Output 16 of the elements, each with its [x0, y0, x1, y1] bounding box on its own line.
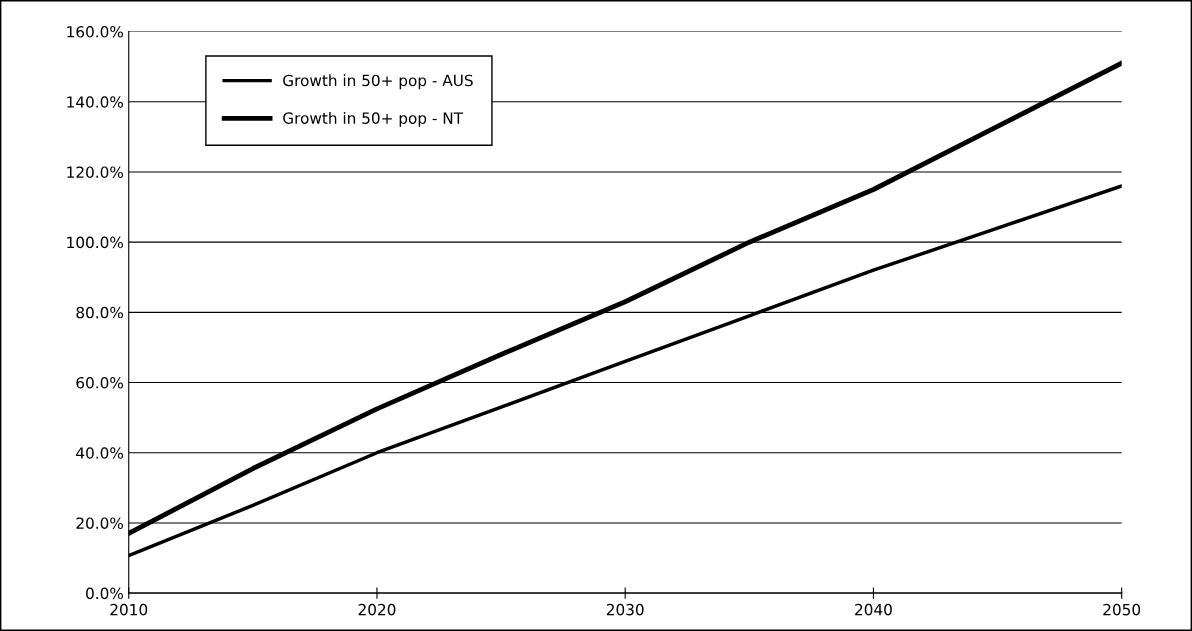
y-tick-label: 100.0% [67, 236, 124, 249]
y-tick-label: 80.0% [76, 306, 124, 319]
y-tick-label: 60.0% [76, 377, 124, 389]
y-tick-label: 20.0% [76, 517, 124, 529]
legend-label: Growth in 50+ pop - AUS [283, 74, 473, 90]
y-tick-label: 140.0% [67, 96, 124, 108]
x-tick-label: 2020 [358, 603, 396, 616]
y-tick-label: 40.0% [76, 447, 124, 459]
x-tick-label: 2040 [855, 603, 892, 616]
y-tick-label: 0.0% [86, 587, 124, 600]
y-tick-label: 160.0% [67, 26, 124, 38]
x-tick-label: 2010 [110, 603, 148, 616]
legend-label: Growth in 50+ pop - NT [283, 112, 464, 127]
y-tick-label: 120.0% [67, 166, 124, 178]
x-tick-label: 2050 [1103, 603, 1141, 616]
x-tick-label: 2030 [606, 603, 644, 616]
